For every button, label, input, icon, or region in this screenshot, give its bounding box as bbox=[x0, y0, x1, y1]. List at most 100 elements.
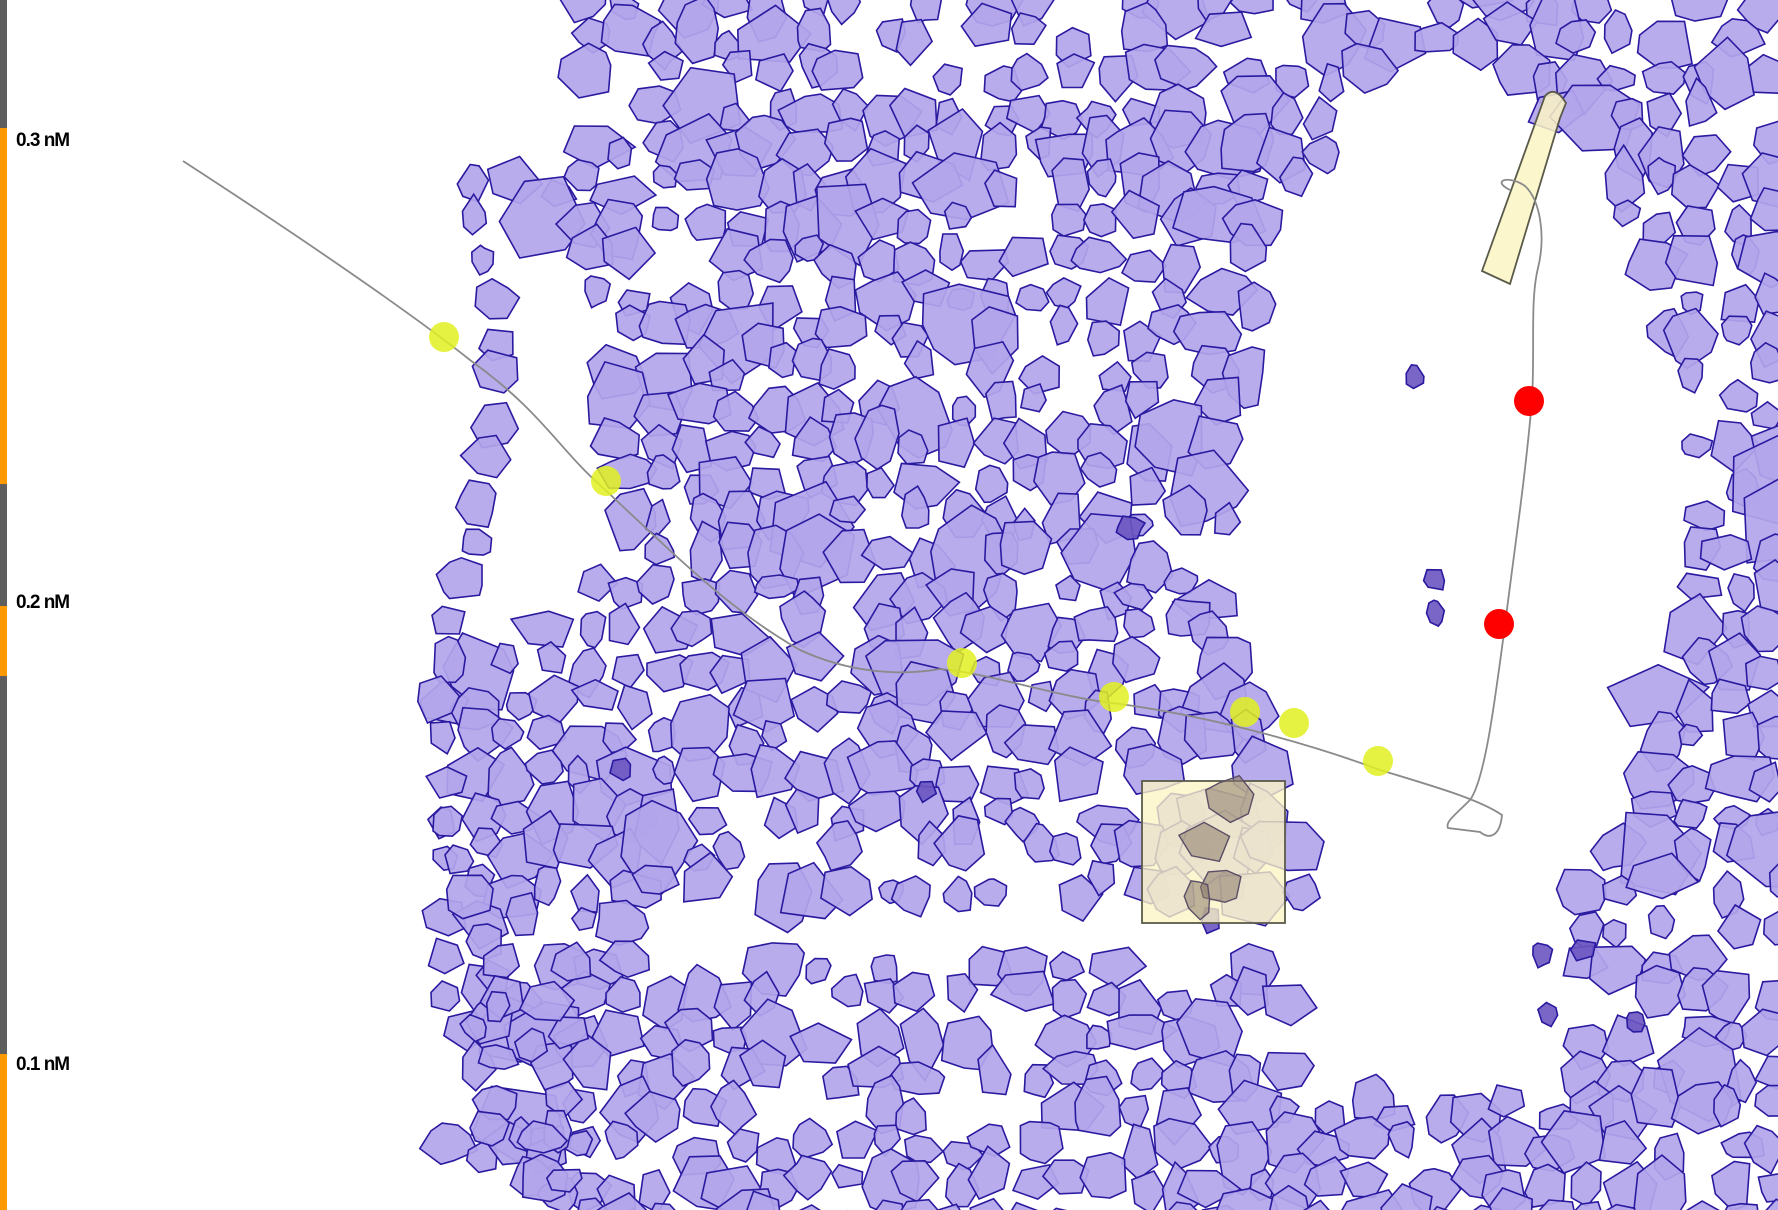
cell-polygon bbox=[432, 805, 464, 838]
cell-polygon bbox=[1753, 559, 1778, 613]
cell-polygon bbox=[577, 1197, 608, 1210]
cell-polygon bbox=[1229, 965, 1269, 1017]
cell-polygon bbox=[1387, 1120, 1415, 1159]
cell-polygon bbox=[1605, 1203, 1636, 1210]
cell-polygon bbox=[1636, 20, 1694, 69]
marker-yellow-icon[interactable] bbox=[1230, 697, 1260, 727]
cell-polygon bbox=[1079, 451, 1118, 488]
cell-polygon bbox=[1120, 1123, 1159, 1181]
cell-overlap bbox=[1569, 939, 1597, 962]
cell-polygon bbox=[1699, 533, 1753, 571]
cell-layer bbox=[416, 0, 1778, 1210]
cell-polygon bbox=[623, 1090, 681, 1143]
cell-polygon bbox=[670, 610, 713, 648]
cell-polygon bbox=[1433, 1205, 1449, 1210]
cell-polygon bbox=[794, 234, 825, 262]
marker-yellow-icon[interactable] bbox=[429, 322, 459, 352]
cell-polygon bbox=[870, 954, 898, 985]
cell-polygon bbox=[959, 605, 1010, 654]
highlight-capsule bbox=[1480, 90, 1568, 286]
cell-polygon bbox=[611, 653, 645, 689]
cell-polygon bbox=[550, 941, 592, 982]
cell-overlap bbox=[1405, 364, 1425, 390]
cell-polygon bbox=[900, 485, 930, 529]
cell-polygon bbox=[1131, 1170, 1167, 1210]
cell-polygon bbox=[989, 970, 1056, 1012]
cell-polygon bbox=[1086, 158, 1117, 198]
cell-polygon bbox=[469, 1110, 511, 1147]
cell-polygon bbox=[1641, 60, 1686, 95]
cell-polygon bbox=[1049, 304, 1079, 346]
cell-polygon bbox=[1093, 384, 1133, 436]
cell-polygon bbox=[805, 957, 832, 985]
cell-polygon bbox=[1154, 44, 1218, 90]
cell-polygon bbox=[784, 788, 820, 835]
cell-polygon bbox=[1333, 1115, 1391, 1160]
cell-polygon bbox=[433, 635, 467, 684]
cell-polygon bbox=[1693, 36, 1755, 111]
cell-polygon bbox=[536, 640, 567, 674]
cell-polygon bbox=[1111, 635, 1161, 684]
cell-polygon bbox=[1681, 433, 1714, 459]
cell-polygon bbox=[1049, 950, 1086, 981]
cell-polygon bbox=[544, 1080, 584, 1119]
cell-polygon bbox=[1743, 1124, 1778, 1175]
cell-polygon bbox=[874, 1199, 904, 1210]
marker-red-icon[interactable] bbox=[1514, 386, 1544, 416]
marker-yellow-icon[interactable] bbox=[947, 648, 977, 678]
cell-polygon bbox=[527, 674, 580, 725]
marker-yellow-icon[interactable] bbox=[1363, 746, 1393, 776]
marker-yellow-icon[interactable] bbox=[1099, 682, 1129, 712]
cell-polygon bbox=[717, 269, 755, 311]
cell-polygon bbox=[638, 1168, 671, 1210]
cell-polygon bbox=[1711, 1160, 1751, 1210]
cell-polygon bbox=[563, 158, 600, 192]
cell-polygon bbox=[1162, 484, 1208, 536]
cell-polygon bbox=[1701, 969, 1751, 1028]
marker-yellow-icon[interactable] bbox=[591, 466, 621, 496]
cell-polygon bbox=[822, 528, 877, 584]
cell-polygon bbox=[1082, 203, 1117, 238]
cell-polygon bbox=[796, 7, 832, 53]
cell-polygon bbox=[651, 206, 680, 232]
cell-polygon bbox=[604, 1120, 639, 1161]
highlighted-cell bbox=[1199, 869, 1242, 904]
cell-polygon bbox=[1646, 92, 1683, 138]
cell-polygon bbox=[524, 749, 564, 785]
cell-polygon bbox=[1601, 918, 1627, 949]
cell-polygon bbox=[818, 348, 856, 390]
cell-polygon bbox=[1010, 1201, 1038, 1210]
cell-polygon bbox=[461, 192, 488, 236]
cell-polygon bbox=[1740, 605, 1778, 653]
cell-polygon bbox=[505, 891, 539, 937]
cell-polygon bbox=[1574, 1200, 1602, 1210]
cell-polygon bbox=[545, 1168, 583, 1193]
cell-polygon bbox=[830, 973, 864, 1008]
cell-polygon bbox=[1023, 1063, 1055, 1099]
highlighted-cell bbox=[1177, 821, 1231, 863]
cell-polygon bbox=[684, 203, 727, 242]
cell-polygon bbox=[999, 520, 1053, 576]
cell-polygon bbox=[1426, 0, 1465, 29]
cell-polygon bbox=[932, 63, 963, 96]
cell-polygon bbox=[1056, 53, 1096, 89]
cell-polygon bbox=[490, 717, 525, 750]
cell-polygon bbox=[605, 975, 641, 1013]
cell-polygon bbox=[1727, 572, 1755, 613]
highlighted-cell bbox=[1183, 880, 1211, 921]
cell-polygon bbox=[1718, 378, 1759, 413]
marker-red-icon[interactable] bbox=[1484, 609, 1514, 639]
scale-segment-high bbox=[0, 128, 7, 484]
cell-polygon bbox=[474, 277, 521, 320]
cell-polygon bbox=[1048, 832, 1082, 866]
cell-polygon bbox=[1073, 606, 1119, 643]
cell-polygon bbox=[526, 714, 567, 751]
cell-polygon bbox=[652, 164, 678, 189]
marker-yellow-icon[interactable] bbox=[1279, 708, 1309, 738]
cell-polygon bbox=[1678, 723, 1704, 747]
scale-label-0-3: 0.3 nM bbox=[16, 130, 70, 151]
cell-polygon bbox=[418, 1122, 479, 1166]
cell-polygon bbox=[1130, 1057, 1164, 1092]
cell-polygon bbox=[498, 175, 586, 259]
